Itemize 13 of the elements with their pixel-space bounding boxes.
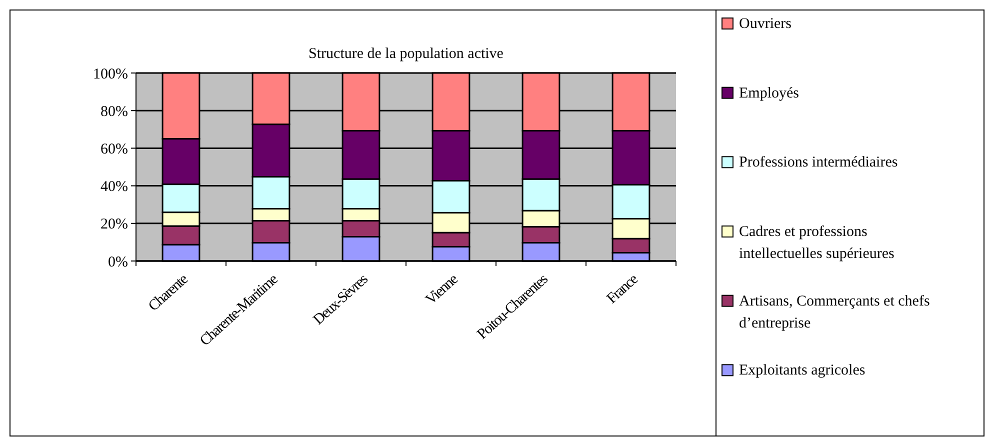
legend-label: Artisans, Commerçants et chefs d’entreprise xyxy=(739,293,930,332)
y-tick-label: 40% xyxy=(100,179,128,196)
legend-label: Cadres et professions intellectuelles supérieures xyxy=(739,224,895,262)
y-tick-label: 60% xyxy=(100,141,128,158)
y-tick-label: 20% xyxy=(100,216,128,233)
legend-label: Exploitants agricoles xyxy=(739,362,866,379)
legend-label: Ouvriers xyxy=(739,16,792,32)
y-tick-label: 0% xyxy=(108,254,128,270)
y-tick-label: 100% xyxy=(93,66,128,82)
y-tick-label: 80% xyxy=(100,104,128,120)
legend-label: Professions intermédiaires xyxy=(739,154,898,171)
chart-title: Structure de la population active xyxy=(308,46,504,62)
legend-label: Employés xyxy=(739,85,800,102)
